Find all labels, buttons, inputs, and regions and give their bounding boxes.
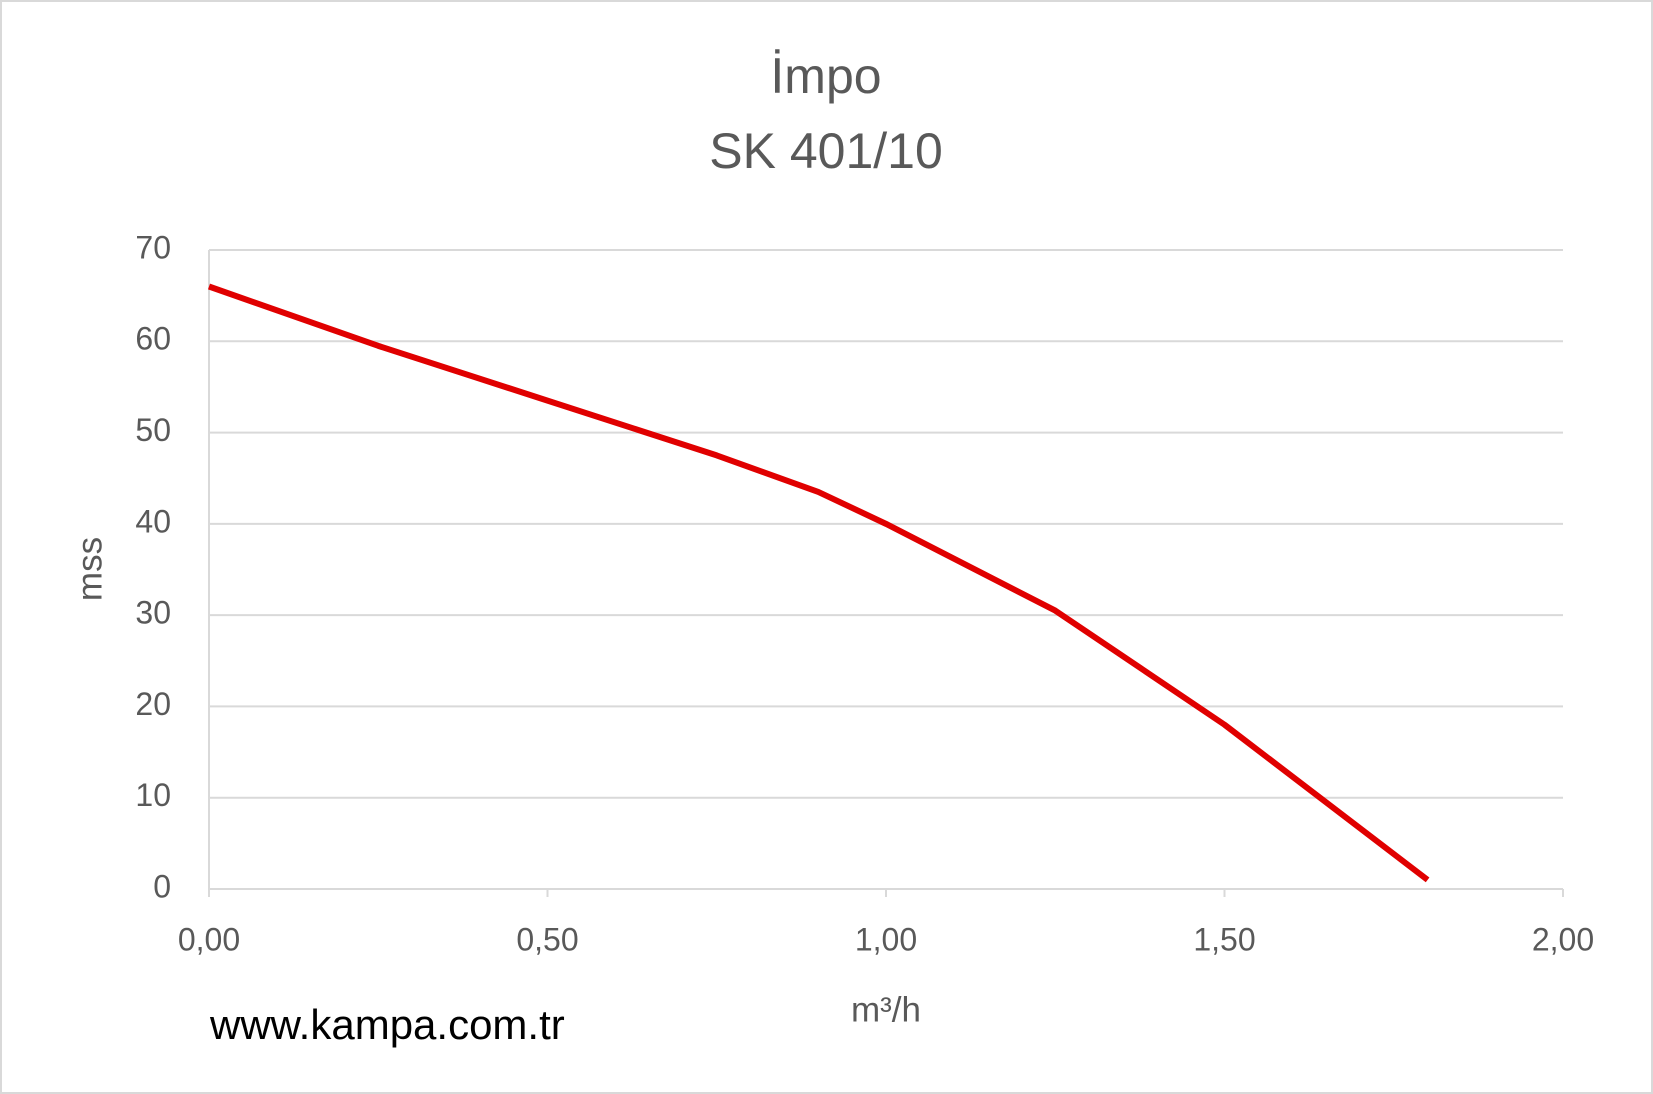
y-tick-label: 70: [135, 229, 171, 265]
y-tick-label: 10: [135, 777, 171, 813]
y-tick-label: 40: [135, 503, 171, 539]
x-tick-label: 0,00: [178, 921, 240, 957]
chart-title: İmpo: [770, 48, 881, 104]
chart-subtitle: SK 401/10: [709, 123, 943, 179]
x-tick-label: 0,50: [516, 921, 578, 957]
y-tick-label: 20: [135, 686, 171, 722]
y-tick-label: 60: [135, 321, 171, 357]
series-line: [208, 283, 1430, 883]
x-axis-label: m³/h: [851, 990, 921, 1029]
x-tick-label: 1,00: [855, 921, 917, 957]
y-tick-label: 50: [135, 412, 171, 448]
y-tick-label: 30: [135, 595, 171, 631]
x-tick-label: 2,00: [1532, 921, 1594, 957]
y-tick-label: 0: [153, 868, 171, 904]
x-tick-label: 1,50: [1193, 921, 1255, 957]
watermark: www.kampa.com.tr: [209, 1001, 565, 1048]
y-axis-label: mss: [70, 537, 109, 601]
